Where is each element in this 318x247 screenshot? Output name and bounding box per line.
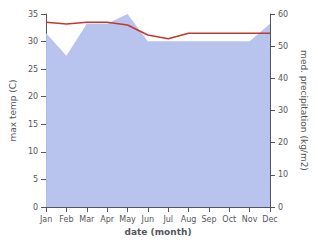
svg-text:Jun: Jun bbox=[141, 215, 155, 224]
svg-text:60: 60 bbox=[278, 10, 288, 19]
svg-text:Jul: Jul bbox=[162, 215, 173, 224]
svg-text:0: 0 bbox=[33, 203, 38, 212]
svg-text:5: 5 bbox=[33, 175, 38, 184]
svg-text:date (month): date (month) bbox=[125, 227, 192, 237]
svg-text:Nov: Nov bbox=[242, 215, 258, 224]
svg-text:40: 40 bbox=[278, 74, 288, 83]
svg-text:10: 10 bbox=[278, 170, 288, 179]
svg-text:35: 35 bbox=[28, 10, 38, 19]
svg-text:Jan: Jan bbox=[39, 215, 52, 224]
svg-text:Dec: Dec bbox=[262, 215, 277, 224]
svg-text:15: 15 bbox=[28, 120, 38, 129]
svg-text:20: 20 bbox=[278, 138, 288, 147]
svg-text:med. precipitation (kg/m2): med. precipitation (kg/m2) bbox=[299, 50, 309, 171]
svg-text:Feb: Feb bbox=[59, 215, 73, 224]
svg-text:Oct: Oct bbox=[222, 215, 236, 224]
svg-text:max temp (C): max temp (C) bbox=[8, 79, 18, 141]
svg-text:50: 50 bbox=[278, 42, 288, 51]
svg-text:Mar: Mar bbox=[79, 215, 95, 224]
svg-text:25: 25 bbox=[28, 65, 38, 74]
svg-text:Sep: Sep bbox=[201, 215, 216, 224]
svg-text:Aug: Aug bbox=[181, 215, 197, 224]
svg-text:May: May bbox=[119, 215, 136, 224]
svg-text:Apr: Apr bbox=[100, 215, 115, 224]
svg-text:30: 30 bbox=[28, 37, 38, 46]
svg-text:10: 10 bbox=[28, 147, 38, 156]
svg-text:20: 20 bbox=[28, 92, 38, 101]
svg-text:30: 30 bbox=[278, 106, 288, 115]
svg-text:0: 0 bbox=[278, 203, 283, 212]
